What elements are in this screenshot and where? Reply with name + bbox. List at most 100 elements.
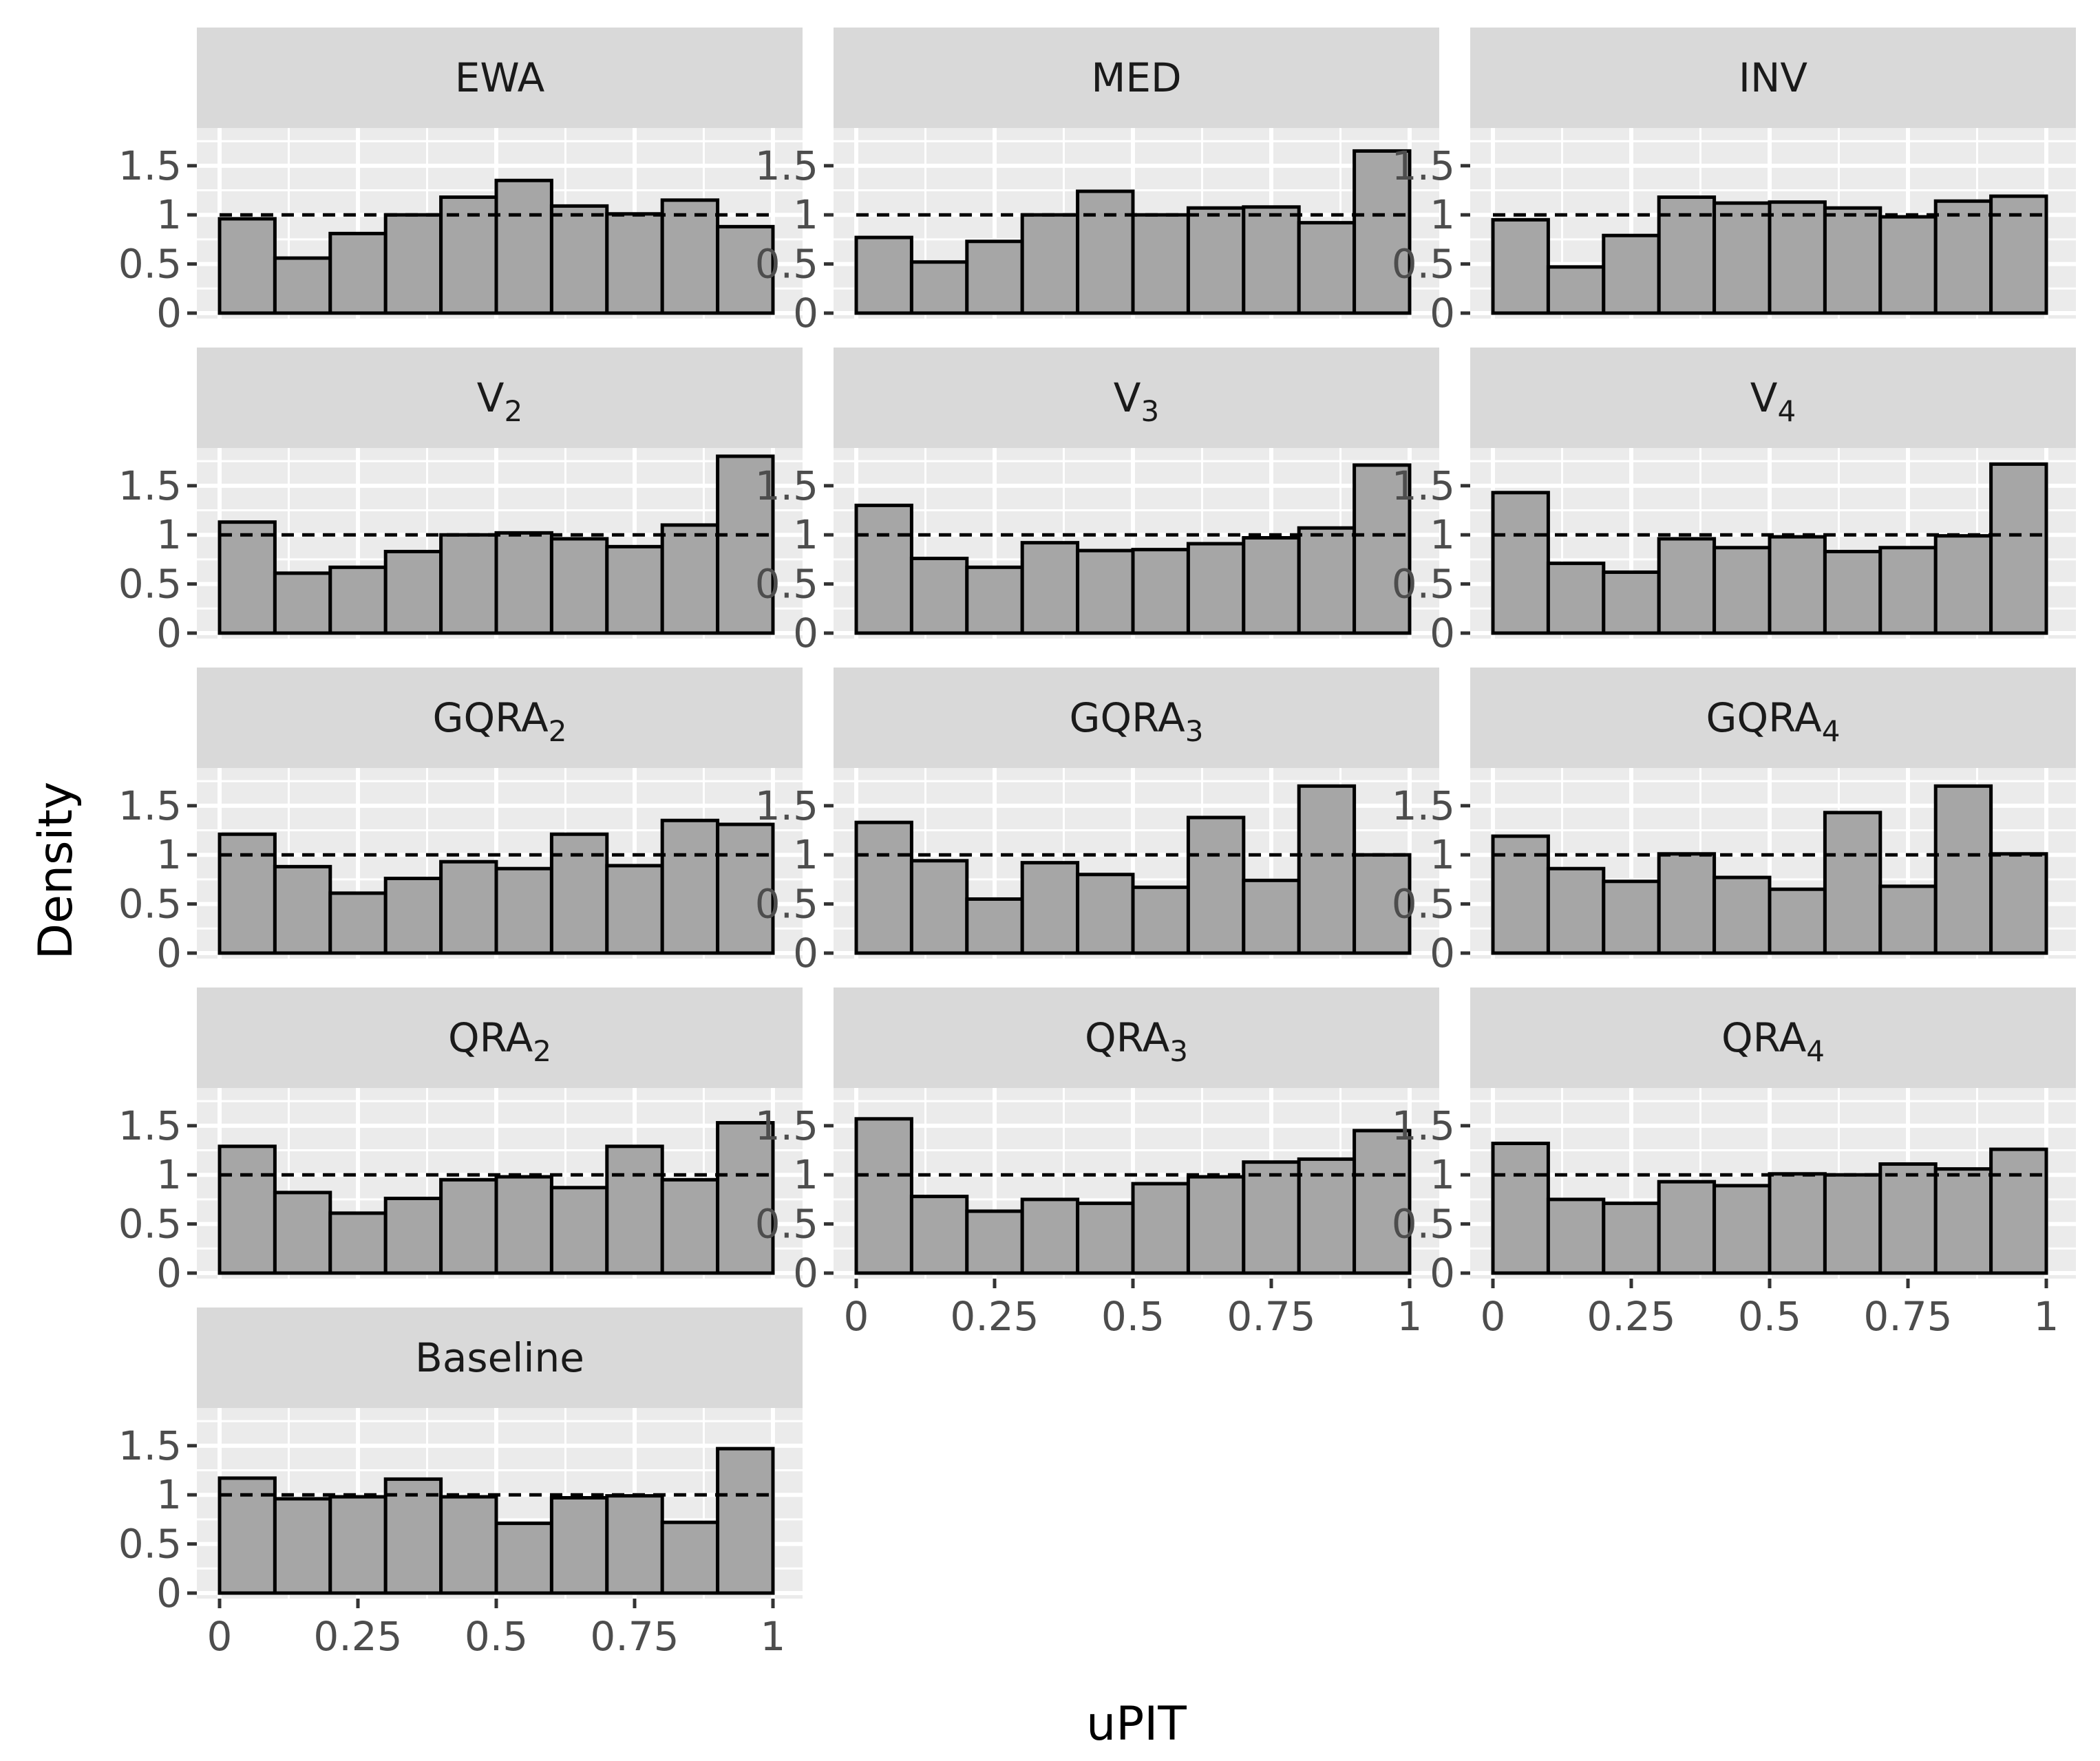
histogram-bar [1242,205,1301,315]
histogram-bar [1297,526,1357,635]
histogram-bar [439,533,498,635]
y-tick-label: 0.5 [1392,881,1455,928]
histogram-bar [1131,548,1190,635]
panels-layer: EWA00.511.5MED00.511.5INV00.511.5V200.51… [118,28,2076,1660]
histogram-bar [1602,1202,1661,1275]
histogram-bar [328,231,388,315]
histogram-bar [1076,548,1135,635]
facet-panel: V2 00.511.5 [118,348,803,657]
y-tick-label: 0 [156,930,182,976]
histogram-bar [328,1211,388,1275]
histogram-bar [1712,875,1772,955]
facet-title-subscript: 4 [1822,714,1841,748]
histogram-bar [605,212,664,315]
histogram-bar [494,1522,553,1595]
histogram-bar [716,1447,775,1595]
facet-title: V2 [477,374,522,428]
histogram-bar [1989,852,2048,955]
y-tick-label: 1 [1430,1151,1455,1198]
y-tick-label: 1 [1430,511,1455,558]
y-tick-label: 0.5 [118,881,182,928]
histogram-bar [218,520,277,635]
histogram-bar [1878,215,1938,315]
y-tick-label: 1 [793,1151,818,1198]
histogram-bar [1546,562,1606,635]
facet-panel: INV 00.511.5 [1392,28,2076,337]
y-tick-label: 1 [156,1471,182,1518]
histogram-bar [909,859,969,955]
y-tick-label: 0.5 [1392,561,1455,608]
facet-title: EWA [455,54,545,101]
y-tick-label: 1.5 [118,142,182,189]
histogram-bar [1823,811,1882,955]
histogram-bar [605,544,664,635]
histogram-bar [328,891,388,955]
histogram-bar [494,1175,553,1275]
facet-strip [197,348,803,448]
histogram-bar [273,1497,332,1595]
x-tick-label: 0.25 [313,1613,402,1660]
y-tick-label: 0 [1430,1250,1455,1296]
histogram-bar [965,239,1024,315]
y-tick-label: 1.5 [118,782,182,829]
facet-panel: QRA2 00.511.5 [118,988,803,1296]
facet-panel: GQRA3 00.511.5 [755,668,1439,976]
histogram-bar [854,820,913,955]
histogram-bar [1546,1197,1606,1275]
facet-title: V4 [1750,374,1796,428]
histogram-bar [909,260,969,315]
x-tick-label: 0.75 [1227,1293,1315,1340]
histogram-bar [1020,1197,1080,1275]
histogram-bar [1657,852,1717,955]
histogram-bar [1353,1129,1412,1275]
histogram-bar [1020,541,1080,635]
histogram-bar [273,256,332,315]
x-tick-label: 0.75 [590,1613,679,1660]
x-tick-label: 0.75 [1863,1293,1952,1340]
histogram-bar [605,1494,664,1595]
histogram-bar [716,454,775,635]
facet-title: Baseline [415,1334,584,1381]
facet-panel: V4 00.511.5 [1392,348,2076,657]
facet-strip [197,1308,803,1408]
histogram-bar [1768,1172,1827,1275]
y-tick-label: 0.5 [755,241,818,288]
histogram-bar [854,235,913,315]
facet-strip [834,348,1439,448]
histogram-bar [1131,885,1190,955]
histogram-bar [909,1195,969,1275]
histogram-bar [383,549,443,635]
y-tick-label: 0 [156,290,182,337]
histogram-bar [549,1496,609,1595]
y-tick-label: 0.5 [755,561,818,608]
histogram-bar [1297,221,1357,315]
x-tick-label: 1 [1397,1293,1423,1340]
facet-strip [197,668,803,768]
histogram-bar [1602,570,1661,635]
y-tick-label: 1.5 [1392,1102,1455,1149]
histogram-bar [1602,879,1661,955]
histogram-bar [383,1477,443,1595]
x-tick-label: 0 [1481,1293,1506,1340]
facet-title-subscript: 2 [533,1034,551,1068]
x-tick-label: 0.5 [1101,1293,1165,1340]
histogram-bar [660,523,720,635]
histogram-bar [1989,1147,2048,1275]
facet-strip [834,988,1439,1088]
histogram-bar [1242,536,1301,635]
histogram-bar [854,1117,913,1275]
facet-title-subscript: 4 [1806,1034,1825,1068]
histogram-bar [328,1495,388,1595]
histogram-bar [660,1520,720,1595]
y-tick-label: 0.5 [1392,241,1455,288]
facet-strip [197,28,803,128]
histogram-bar [1768,887,1827,955]
y-tick-label: 0 [793,610,818,657]
y-tick-label: 0 [793,930,818,976]
histogram-bar [965,565,1024,635]
histogram-bar [549,1186,609,1275]
x-tick-label: 1 [761,1613,786,1660]
histogram-bar [1933,1167,1993,1275]
y-tick-label: 0 [156,1250,182,1296]
